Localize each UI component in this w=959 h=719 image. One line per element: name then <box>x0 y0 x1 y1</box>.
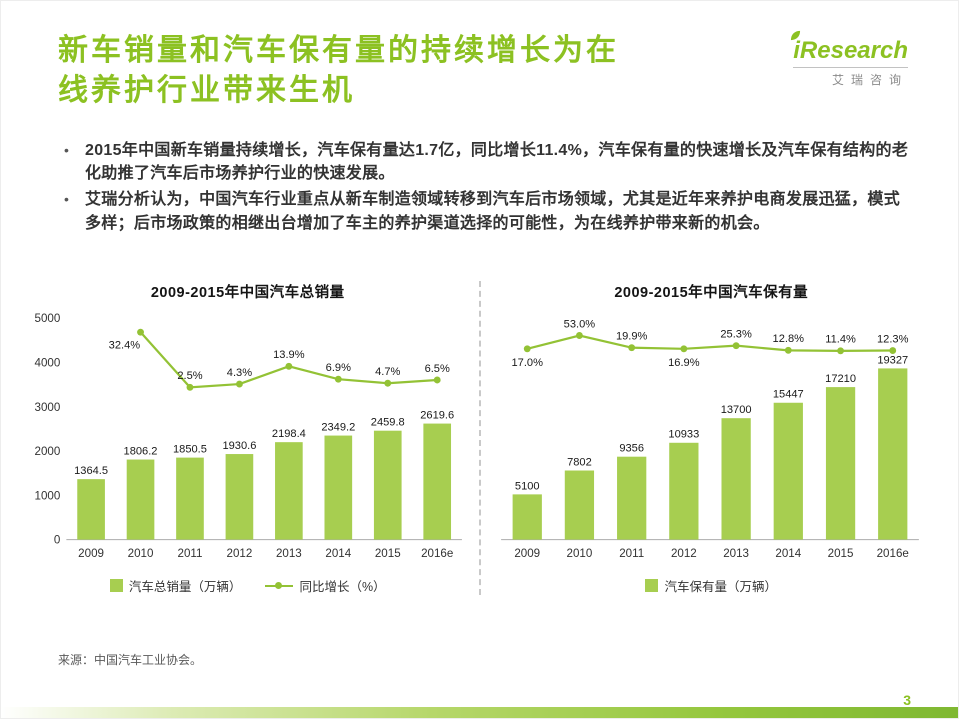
svg-text:12.3%: 12.3% <box>877 333 909 345</box>
legend-label: 汽车保有量（万辆） <box>664 580 777 594</box>
svg-text:1806.2: 1806.2 <box>123 445 157 457</box>
ownership-chart: 2009 2010 2011 2012 2013 2014 2015 2016e 5100 780… <box>501 318 920 560</box>
total-sales-chart: 0 1000 2000 3000 4000 5000 2009 2010 2011 2012 201… <box>34 312 462 560</box>
total-sales-chart-panel: 2009-2015年中国汽车总销量 0 1000 2000 3000 4000 5000 2… <box>17 281 481 595</box>
svg-text:17210: 17210 <box>825 373 856 385</box>
svg-text:5000: 5000 <box>34 312 60 325</box>
svg-text:12.8%: 12.8% <box>773 333 805 345</box>
chart-title-total-sales: 2009-2015年中国汽车总销量 <box>150 285 345 301</box>
svg-text:13.9%: 13.9% <box>273 349 305 361</box>
svg-text:0: 0 <box>54 534 61 547</box>
svg-text:4.3%: 4.3% <box>227 367 252 379</box>
svg-text:2012: 2012 <box>671 547 697 560</box>
svg-text:2012: 2012 <box>226 547 252 560</box>
svg-text:2619.6: 2619.6 <box>420 409 454 421</box>
svg-text:2016e: 2016e <box>877 547 909 560</box>
svg-text:4000: 4000 <box>34 356 60 369</box>
svg-text:2014: 2014 <box>776 547 802 560</box>
svg-text:2000: 2000 <box>34 445 60 458</box>
svg-text:2011: 2011 <box>177 547 202 560</box>
iresearch-logo: iResearch 艾瑞咨询 <box>791 30 908 88</box>
svg-text:2009: 2009 <box>515 547 541 560</box>
logo-wordmark: iResearch <box>791 30 908 64</box>
svg-text:2014: 2014 <box>325 547 351 560</box>
total-sales-legend: 汽车总销量（万辆） 同比增长（%） <box>109 576 386 595</box>
svg-text:19327: 19327 <box>878 354 909 366</box>
summary-bullets: 2015年中国新车销量持续增长，汽车保有量达1.7亿，同比增长11.4%，汽车保… <box>58 139 910 238</box>
svg-text:3000: 3000 <box>34 401 60 414</box>
header: 新车销量和汽车保有量的持续增长为在 线养护行业带来生机 iResearch 艾瑞… <box>58 30 908 110</box>
svg-text:2009: 2009 <box>78 547 104 560</box>
svg-text:16.9%: 16.9% <box>668 357 700 369</box>
bar-swatch-icon <box>645 579 659 592</box>
leaf-icon <box>791 30 801 41</box>
source-note: 来源：中国汽车工业协会。 <box>58 653 203 667</box>
svg-text:15447: 15447 <box>773 389 804 401</box>
svg-text:10933: 10933 <box>669 429 700 441</box>
svg-text:2349.2: 2349.2 <box>321 421 355 433</box>
bullet-item: 2015年中国新车销量持续增长，汽车保有量达1.7亿，同比增长11.4%，汽车保… <box>58 139 910 185</box>
logo-subtitle: 艾瑞咨询 <box>793 67 908 88</box>
svg-text:2015: 2015 <box>375 547 401 560</box>
legend-label: 汽车总销量（万辆） <box>128 580 242 594</box>
svg-text:4.7%: 4.7% <box>375 366 400 378</box>
ownership-chart-panel: 2009-2015年中国汽车保有量 2009 2010 2011 2012 2013 20… <box>481 281 943 595</box>
chart-title-ownership: 2009-2015年中国汽车保有量 <box>614 285 809 301</box>
charts-section: 2009-2015年中国汽车总销量 0 1000 2000 3000 4000 5000 2… <box>17 281 942 595</box>
svg-text:6.5%: 6.5% <box>424 363 449 375</box>
svg-text:6.9%: 6.9% <box>325 362 350 374</box>
svg-text:19.9%: 19.9% <box>616 331 648 343</box>
svg-text:2016e: 2016e <box>421 547 453 560</box>
page-title: 新车销量和汽车保有量的持续增长为在 线养护行业带来生机 <box>58 31 619 110</box>
bar-swatch-icon <box>109 579 123 592</box>
title-line-2: 线养护行业带来生机 <box>58 73 355 107</box>
svg-text:25.3%: 25.3% <box>721 329 753 341</box>
svg-text:2010: 2010 <box>567 547 593 560</box>
svg-text:13700: 13700 <box>721 404 752 416</box>
svg-text:2011: 2011 <box>619 547 644 560</box>
svg-text:32.4%: 32.4% <box>108 339 140 351</box>
legend-item: 同比增长（%） <box>265 576 386 595</box>
svg-text:11.4%: 11.4% <box>826 334 857 346</box>
svg-text:2013: 2013 <box>723 547 749 560</box>
ownership-legend: 汽车保有量（万辆） <box>645 576 777 595</box>
title-line-1: 新车销量和汽车保有量的持续增长为在 <box>58 34 619 67</box>
svg-text:2015: 2015 <box>828 547 854 560</box>
svg-text:1364.5: 1364.5 <box>74 465 108 477</box>
svg-text:5100: 5100 <box>515 480 540 492</box>
logo-text: iResearch <box>793 37 908 64</box>
svg-text:9356: 9356 <box>620 443 645 455</box>
svg-text:17.0%: 17.0% <box>512 357 544 369</box>
page-number: 3 <box>903 692 911 708</box>
legend-item: 汽车保有量（万辆） <box>645 576 777 595</box>
svg-text:7802: 7802 <box>567 456 592 468</box>
svg-text:1850.5: 1850.5 <box>173 443 207 455</box>
legend-label: 同比增长（%） <box>299 580 386 594</box>
svg-text:53.0%: 53.0% <box>564 318 596 330</box>
svg-text:2459.8: 2459.8 <box>371 417 405 429</box>
footer-bar <box>1 707 958 718</box>
bullet-item: 艾瑞分析认为，中国汽车行业重点从新车制造领域转移到汽车后市场领域，尤其是近年来养… <box>58 188 910 234</box>
svg-text:2010: 2010 <box>127 547 153 560</box>
svg-text:1930.6: 1930.6 <box>222 440 256 452</box>
svg-text:2013: 2013 <box>276 547 302 560</box>
legend-item: 汽车总销量（万辆） <box>109 576 242 595</box>
svg-text:1000: 1000 <box>34 489 60 502</box>
svg-text:2.5%: 2.5% <box>177 370 202 382</box>
line-swatch-icon <box>265 581 294 590</box>
svg-text:2198.4: 2198.4 <box>272 428 306 440</box>
